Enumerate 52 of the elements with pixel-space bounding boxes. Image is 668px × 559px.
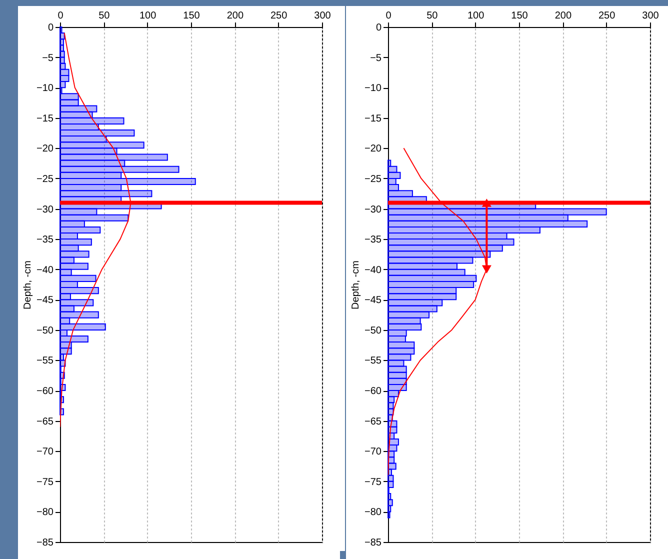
y-tick-label: −45 (36, 295, 54, 306)
y-tick-label: −75 (364, 476, 382, 488)
y-tick-label: −55 (36, 356, 54, 367)
y-tick-label: −15 (36, 113, 54, 124)
y-tick-label: −50 (364, 325, 382, 336)
x-tick-label: 250 (598, 10, 616, 22)
y-tick-label: −10 (36, 83, 54, 94)
y-tick-label: −80 (36, 507, 54, 518)
x-tick-label: 200 (226, 10, 244, 22)
x-tick-label: 300 (642, 10, 660, 22)
y-tick-label: −40 (36, 264, 54, 276)
y-axis-title: Depth, -cm (22, 260, 34, 310)
y-tick-label: −50 (36, 325, 54, 336)
x-tick-label: 0 (58, 10, 64, 22)
y-axis-title: Depth, -cm (350, 260, 362, 310)
y-tick-label: −25 (36, 174, 54, 185)
y-tick-label: −30 (364, 204, 382, 216)
y-tick-label: −80 (364, 507, 382, 518)
y-tick-label: −20 (36, 144, 54, 155)
x-tick-label: 0 (386, 10, 392, 22)
x-tick-label: 50 (98, 10, 110, 22)
x-tick-label: 250 (270, 10, 288, 22)
y-tick-label: −85 (36, 538, 54, 548)
y-tick-label: −35 (36, 234, 54, 246)
y-tick-label: −30 (36, 204, 54, 216)
y-tick-label: −60 (36, 386, 54, 398)
y-tick-label: −85 (364, 538, 382, 548)
y-tick-label: −60 (364, 386, 382, 398)
x-tick-label: 300 (314, 10, 332, 22)
x-tick-label: 100 (467, 10, 485, 22)
y-tick-label: −75 (36, 476, 54, 488)
y-tick-label: −5 (370, 52, 382, 64)
y-tick-label: 0 (48, 22, 54, 34)
y-tick-label: −40 (364, 264, 382, 276)
x-tick-label: 50 (426, 10, 438, 22)
x-tick-label: 150 (183, 10, 200, 22)
x-tick-label: 100 (139, 10, 157, 22)
y-tick-label: −20 (364, 144, 382, 155)
y-tick-label: −35 (364, 234, 382, 246)
y-tick-label: −15 (364, 113, 382, 124)
y-tick-label: −65 (364, 416, 382, 428)
x-tick-label: 200 (554, 10, 572, 22)
y-tick-label: −70 (36, 446, 54, 458)
y-tick-label: −25 (364, 174, 382, 185)
y-tick-label: −70 (364, 446, 382, 458)
y-tick-label: −65 (36, 416, 54, 428)
x-tick-label: 150 (511, 10, 528, 22)
y-tick-label: −45 (364, 295, 382, 306)
y-tick-label: −10 (364, 83, 382, 94)
y-tick-label: −55 (364, 356, 382, 367)
y-tick-label: 0 (376, 22, 382, 34)
y-tick-label: −5 (42, 52, 54, 64)
